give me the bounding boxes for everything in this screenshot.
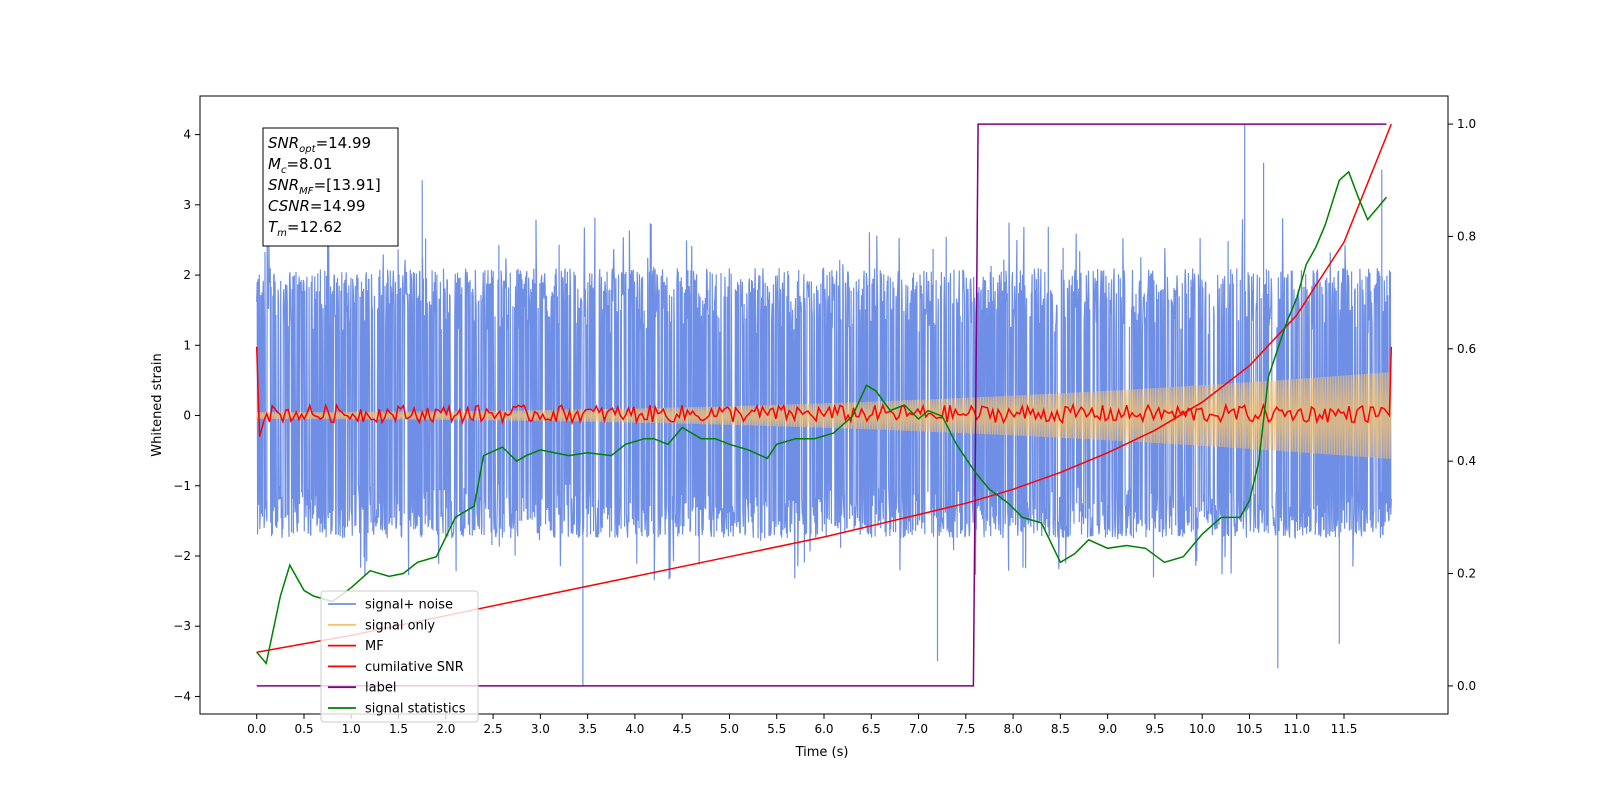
y-left-tick-label: 0 — [183, 409, 191, 423]
y-left-tick-label: −2 — [173, 549, 191, 563]
y-right-tick-label: 0.6 — [1457, 342, 1476, 356]
legend-label: signal statistics — [365, 702, 466, 717]
x-tick-label: 4.0 — [625, 722, 644, 736]
y-left-tick-label: −3 — [173, 619, 191, 633]
y-right-tick-label: 0.0 — [1457, 679, 1476, 693]
x-tick-label: 8.5 — [1051, 722, 1070, 736]
legend-label: MF — [365, 639, 384, 654]
x-tick-label: 1.0 — [342, 722, 361, 736]
x-tick-label: 5.5 — [767, 722, 786, 736]
y-left-tick-label: 2 — [183, 268, 191, 282]
annotation-frame — [262, 127, 399, 247]
x-tick-label: 9.0 — [1098, 722, 1117, 736]
annotation-line: SNRopt=14.99 — [268, 134, 371, 155]
x-tick-label: 2.5 — [484, 722, 503, 736]
legend-label: signal only — [365, 618, 435, 633]
legend: signal+ noise signal only MF cumilative SNR… — [320, 590, 479, 723]
legend-label: cumilative SNR — [365, 660, 464, 675]
x-tick-label: 3.0 — [531, 722, 550, 736]
x-tick-label: 9.5 — [1145, 722, 1164, 736]
annotation-line: Mc=8.01 — [268, 155, 332, 176]
y-left-tick-label: 3 — [183, 198, 191, 212]
annotation-box: SNRopt=14.99Mc=8.01SNRMF=[13.91]CSNR=14.… — [262, 127, 399, 247]
y-left-tick-label: −1 — [173, 479, 191, 493]
annotation-line: SNRMF=[13.91] — [268, 176, 381, 197]
series-cumulative-snr-line — [256, 123, 1392, 653]
y-right-tick-label: 0.2 — [1457, 567, 1476, 581]
annotation-line: Tm=12.62 — [268, 218, 342, 239]
x-tick-label: 8.0 — [1004, 722, 1023, 736]
series-mf-line — [255, 346, 1393, 437]
y-right-tick-label: 0.8 — [1457, 229, 1476, 243]
annotation-line: CSNR=14.99 — [268, 197, 365, 215]
legend-label: signal+ noise — [365, 598, 453, 613]
x-tick-label: 1.5 — [389, 722, 408, 736]
y-right-tick-label: 0.4 — [1457, 454, 1476, 468]
y-left-tick-label: −4 — [173, 689, 191, 703]
plot-area — [255, 123, 1393, 687]
x-tick-label: 3.5 — [578, 722, 597, 736]
series-label-line — [256, 123, 1387, 687]
y-axis-left: −4 −3 −2 −1 0 1 2 3 4 — [173, 128, 200, 703]
x-tick-label: 10.0 — [1189, 722, 1216, 736]
y-axis-right: 0.0 0.2 0.4 0.6 0.8 1.0 — [1448, 117, 1476, 693]
x-axis: 0.0 0.5 1.0 1.5 2.0 2.5 3.0 3.5 4.0 4.5 5.0 5.5 6.0 6… — [247, 714, 1357, 736]
series-signal-statistics-line — [256, 170, 1388, 666]
legend-label: label — [365, 681, 396, 696]
x-tick-label: 5.0 — [720, 722, 739, 736]
x-tick-label: 0.5 — [294, 722, 313, 736]
x-tick-label: 2.0 — [436, 722, 455, 736]
x-tick-label: 7.5 — [956, 722, 975, 736]
x-tick-label: 6.0 — [814, 722, 833, 736]
y-axis-label-left: Whitened strain — [150, 353, 165, 456]
x-tick-label: 7.0 — [909, 722, 928, 736]
legend-frame — [320, 590, 479, 723]
x-tick-label: 4.5 — [673, 722, 692, 736]
y-right-tick-label: 1.0 — [1457, 117, 1476, 131]
x-tick-label: 6.5 — [862, 722, 881, 736]
y-left-tick-label: 4 — [183, 128, 191, 142]
series-signal-plus-noise-line — [256, 124, 1392, 686]
x-tick-label: 0.0 — [247, 722, 266, 736]
x-tick-label: 11.0 — [1283, 722, 1310, 736]
x-tick-label: 10.5 — [1236, 722, 1263, 736]
x-tick-label: 11.5 — [1331, 722, 1358, 736]
y-left-tick-label: 1 — [183, 338, 191, 352]
x-axis-label: Time (s) — [795, 745, 849, 760]
